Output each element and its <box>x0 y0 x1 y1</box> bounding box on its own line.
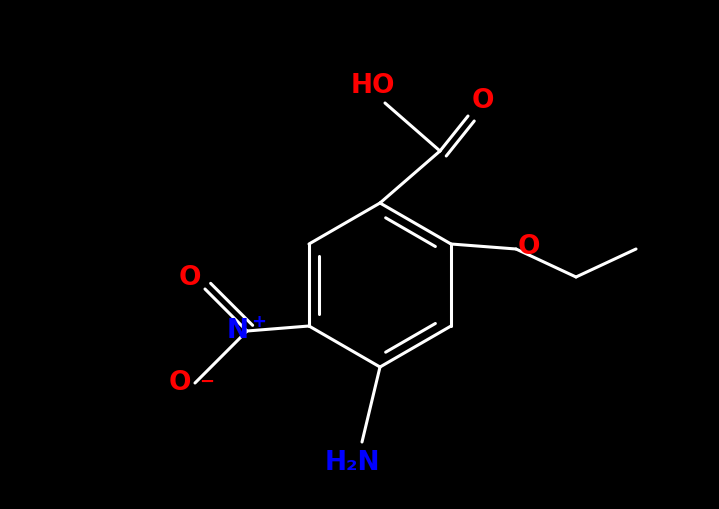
Text: O: O <box>472 88 495 114</box>
Text: H₂N: H₂N <box>324 450 380 476</box>
Text: +: + <box>251 313 266 331</box>
Text: N: N <box>227 318 249 344</box>
Text: HO: HO <box>351 73 395 99</box>
Text: O: O <box>518 234 541 260</box>
Text: O: O <box>178 265 201 291</box>
Text: O: O <box>168 370 191 396</box>
Text: −: − <box>199 373 214 391</box>
